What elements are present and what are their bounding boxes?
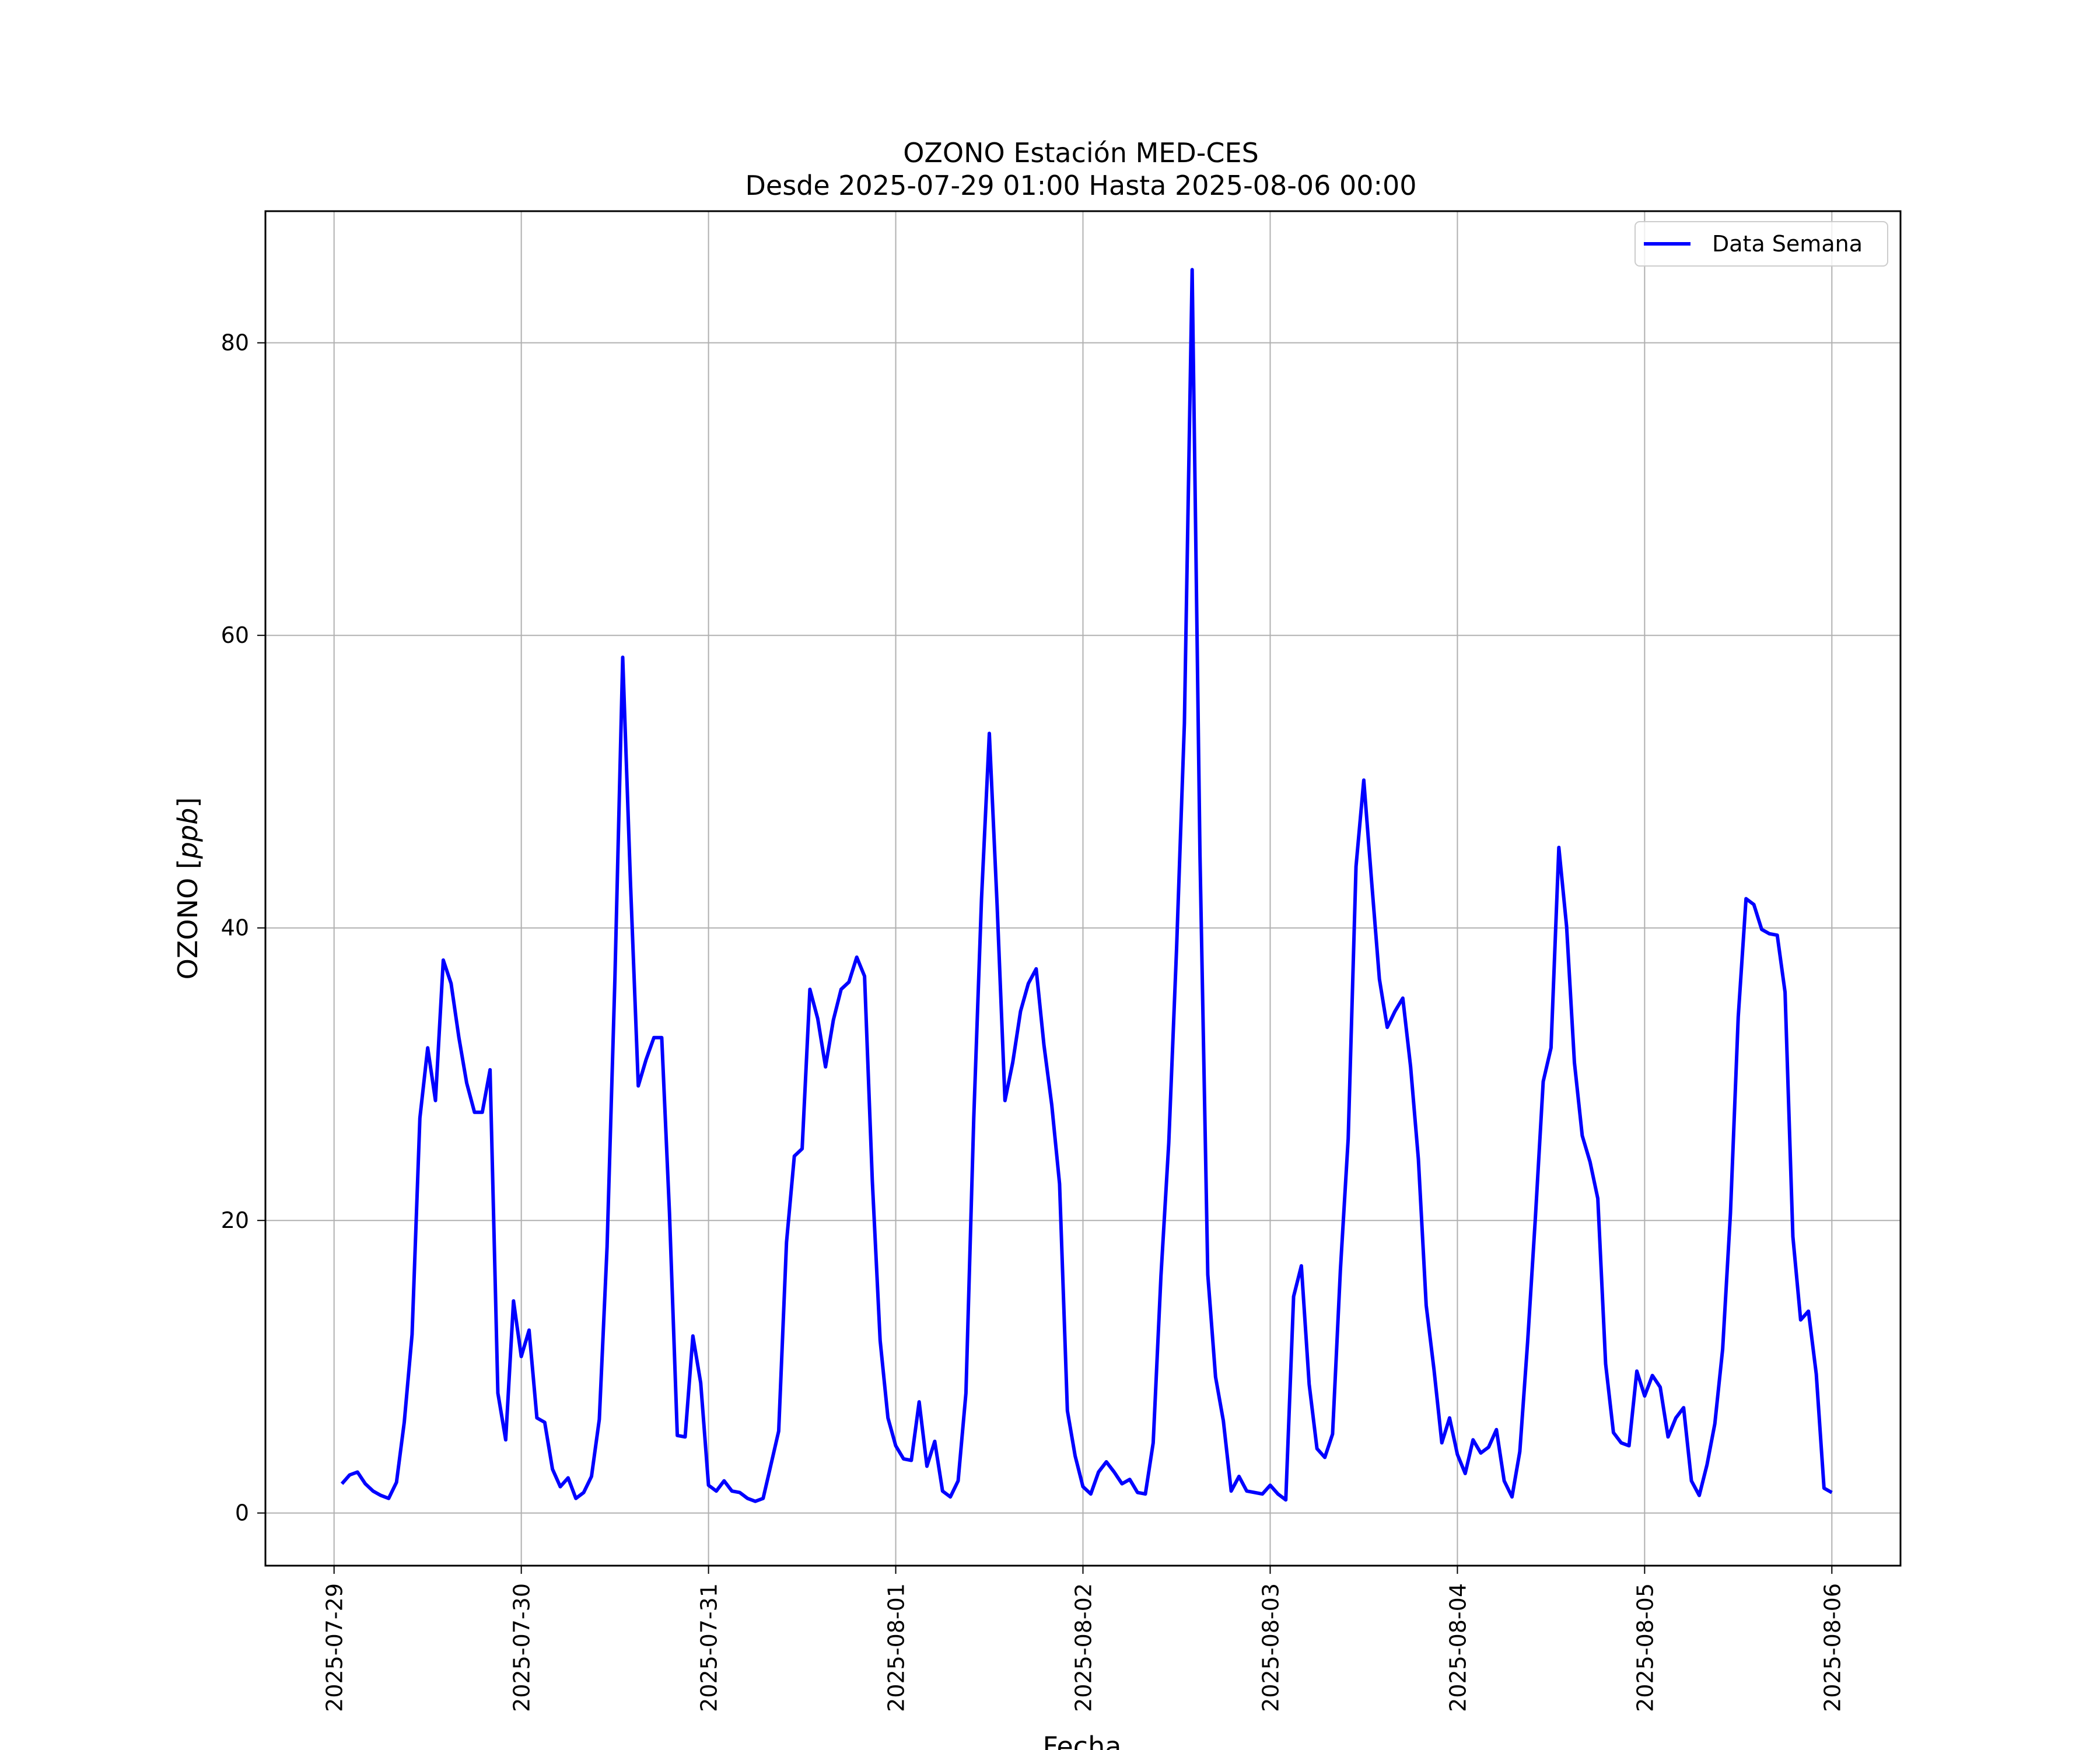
- x-axis-label: Fecha: [1043, 1731, 1122, 1750]
- y-tick-label: 0: [235, 1500, 249, 1526]
- grid-lines: [265, 211, 1901, 1566]
- y-tick-label: 20: [221, 1208, 249, 1233]
- x-tick-label: 2025-07-30: [509, 1583, 535, 1712]
- x-tick-label: 2025-08-03: [1258, 1583, 1283, 1712]
- legend-label-data-semana: Data Semana: [1712, 231, 1863, 257]
- y-axis-ticks: 0 20 40 60 80: [221, 330, 265, 1526]
- plot-frame: [264, 210, 1902, 1567]
- legend-box: [1634, 221, 1888, 267]
- legend: Data Semana: [1634, 221, 1888, 267]
- chart-title: OZONO Estación MED-CES: [903, 137, 1259, 169]
- y-tick-label: 80: [221, 330, 249, 356]
- x-tick-label: 2025-08-05: [1632, 1583, 1658, 1712]
- y-tick-label: 40: [221, 915, 249, 941]
- y-axis-label-prefix: OZONO: [172, 878, 204, 980]
- series-line-data-semana: [340, 268, 1833, 1503]
- chart-subtitle: Desde 2025-07-29 01:00 Hasta 2025-08-06 …: [745, 170, 1416, 201]
- x-tick-label: 2025-08-04: [1445, 1583, 1471, 1712]
- y-axis-label: OZONO [ppb]: [172, 797, 204, 980]
- y-axis-label-close-bracket: ]: [172, 797, 204, 808]
- y-axis-label-open-bracket: [: [172, 859, 204, 878]
- x-tick-label: 2025-07-29: [322, 1583, 348, 1712]
- x-axis-ticks: 2025-07-29 2025-07-30 2025-07-31 2025-08-01…: [322, 1566, 1845, 1712]
- x-tick-label: 2025-08-01: [884, 1583, 909, 1712]
- x-tick-label: 2025-08-06: [1819, 1583, 1845, 1712]
- x-tick-label: 2025-07-31: [696, 1583, 722, 1712]
- y-tick-label: 60: [221, 622, 249, 648]
- y-axis-label-unit: ppb: [172, 808, 204, 860]
- x-tick-label: 2025-08-02: [1071, 1583, 1097, 1712]
